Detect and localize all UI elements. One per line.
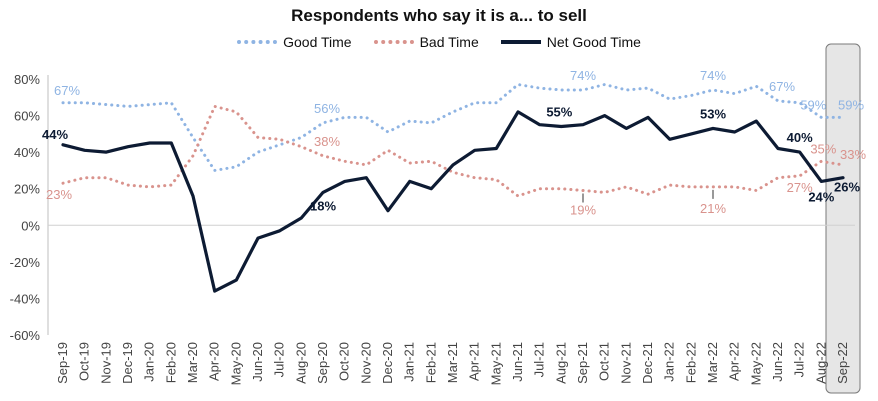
data-label: 21% (700, 201, 726, 216)
x-tick-label: May-20 (228, 342, 243, 385)
x-tick-label: Feb-22 (683, 342, 698, 383)
x-tick-label: May-22 (748, 342, 763, 385)
x-tick-label: May-21 (488, 342, 503, 385)
data-label: 59% (838, 97, 864, 112)
legend-item-net-good-time: Net Good Time (500, 34, 641, 50)
series-line-bad-time (61, 104, 845, 198)
x-tick-label: Aug-21 (553, 342, 568, 384)
data-label: 18% (310, 198, 336, 213)
x-tick-label: Jan-22 (662, 342, 677, 382)
data-label: 23% (46, 187, 72, 202)
x-tick-label: Jul-22 (792, 342, 807, 377)
data-label: 67% (54, 83, 80, 98)
legend: Good Time Bad Time Net Good Time (0, 34, 878, 50)
legend-label-net-good-time: Net Good Time (546, 34, 641, 50)
series-line-net-good-time (61, 110, 845, 293)
legend-swatch-good-time (237, 40, 278, 44)
data-label: 33% (840, 147, 866, 162)
data-label: 59% (800, 97, 826, 112)
legend-swatch-bad-time (373, 40, 414, 44)
y-tick-label: -40% (10, 291, 41, 306)
data-label: 55% (546, 105, 572, 120)
x-tick-label: Jun-20 (250, 342, 265, 382)
x-tick-label: Apr-22 (727, 342, 742, 381)
data-label: 44% (42, 127, 68, 142)
legend-item-bad-time: Bad Time (373, 34, 479, 50)
x-tick-label: Mar-20 (185, 342, 200, 383)
legend-label-good-time: Good Time (283, 34, 352, 50)
x-tick-label: Jul-21 (532, 342, 547, 377)
x-tick-label: Apr-20 (207, 342, 222, 381)
x-tick-label: Jun-21 (510, 342, 525, 382)
x-tick-label: Oct-20 (337, 342, 352, 381)
x-tick-label: Sep-21 (575, 342, 590, 384)
x-tick-label: Dec-20 (380, 342, 395, 384)
x-tick-label: Sep-22 (835, 342, 850, 384)
x-tick-label: Jan-20 (142, 342, 157, 382)
data-label: 40% (787, 130, 813, 145)
x-tick-label: Aug-22 (813, 342, 828, 384)
x-tick-label: Oct-21 (597, 342, 612, 381)
x-tick-label: Jun-22 (770, 342, 785, 382)
data-label: 19% (570, 203, 596, 218)
x-tick-label: Dec-19 (120, 342, 135, 384)
x-tick-label: Feb-20 (163, 342, 178, 383)
x-tick-label: Jul-20 (272, 342, 287, 377)
x-tick-label: Mar-21 (445, 342, 460, 383)
x-tick-label: Aug-20 (293, 342, 308, 384)
x-tick-label: Mar-22 (705, 342, 720, 383)
x-tick-label: Nov-21 (618, 342, 633, 384)
data-label: 74% (570, 68, 596, 83)
x-tick-label: Jan-21 (402, 342, 417, 382)
highlight-box (825, 43, 861, 394)
data-label: 56% (314, 101, 340, 116)
y-tick-label: 60% (14, 109, 40, 124)
data-label: 38% (314, 134, 340, 149)
chart-title: Respondents who say it is a... to sell (291, 6, 587, 25)
x-tick-label: Nov-20 (358, 342, 373, 384)
y-tick-label: -60% (10, 328, 41, 343)
legend-swatch-net-good-time (500, 40, 541, 44)
legend-item-good-time: Good Time (237, 34, 352, 50)
y-tick-label: 80% (14, 72, 40, 87)
y-tick-label: 20% (14, 182, 40, 197)
x-tick-label: Sep-20 (315, 342, 330, 384)
data-label: 67% (769, 79, 795, 94)
data-label: 27% (787, 180, 813, 195)
data-label: 74% (700, 68, 726, 83)
data-label: 24% (808, 189, 834, 204)
x-tick-label: Sep-19 (55, 342, 70, 384)
legend-label-bad-time: Bad Time (419, 34, 479, 50)
x-tick-label: Dec-21 (640, 342, 655, 384)
series-line-good-time (61, 83, 845, 172)
x-tick-label: Oct-19 (77, 342, 92, 381)
data-label: 26% (834, 180, 860, 195)
y-tick-label: -20% (10, 255, 41, 270)
data-label: 35% (810, 141, 836, 156)
y-tick-label: 40% (14, 145, 40, 160)
x-tick-label: Apr-21 (467, 342, 482, 381)
data-label: 53% (700, 106, 726, 121)
y-tick-label: 0% (21, 218, 40, 233)
x-tick-label: Nov-19 (98, 342, 113, 384)
x-tick-label: Feb-21 (423, 342, 438, 383)
